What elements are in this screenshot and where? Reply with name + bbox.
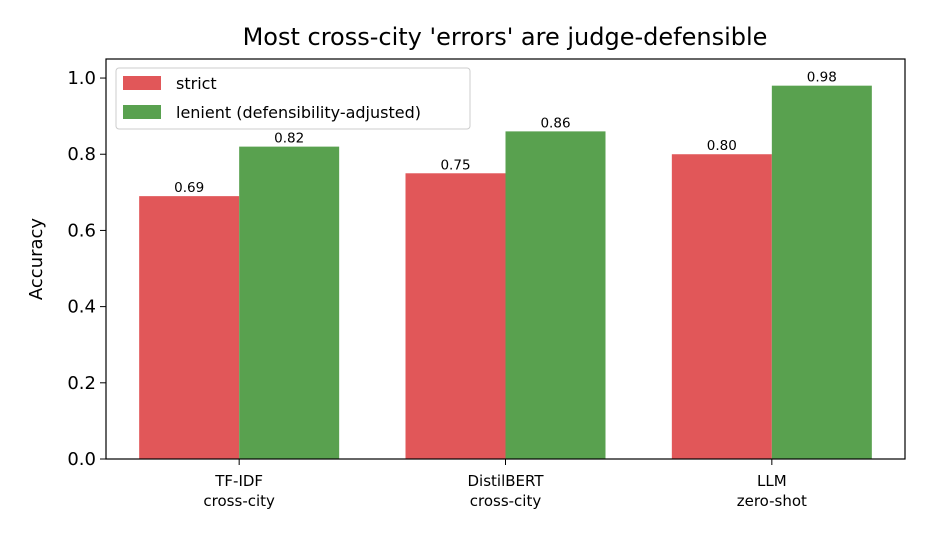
x-tick-label: cross-city (203, 492, 275, 510)
y-tick-label: 0.2 (67, 373, 96, 394)
bar-strict (671, 154, 772, 459)
chart-title: Most cross-city 'errors' are judge-defen… (243, 23, 768, 51)
y-tick-label: 0.8 (67, 144, 96, 165)
y-tick-label: 1.0 (67, 68, 96, 89)
bar-lenient (239, 146, 340, 459)
bar-value-label: 0.86 (540, 115, 570, 131)
bar-value-label: 0.69 (174, 180, 204, 196)
bar-strict (139, 196, 240, 459)
bar-lenient (771, 85, 872, 460)
plot-frame (105, 58, 906, 460)
y-tick-label: 0.0 (67, 449, 96, 470)
legend-box (115, 67, 471, 130)
legend-label: lenient (defensibility-adjusted) (176, 103, 421, 122)
plot-area: 0.0 0.2 0.4 0.6 0.8 1.0 0.69 0.82 TF-IDF cross-ci… (67, 68, 872, 510)
x-tick-label: cross-city (470, 492, 542, 510)
bar-lenient (505, 131, 606, 459)
legend-swatch-lenient (123, 105, 161, 119)
x-tick-label: DistilBERT (467, 472, 544, 490)
legend-swatch-strict (123, 76, 161, 90)
bar-value-label: 0.75 (440, 157, 470, 173)
bar-strict (405, 173, 506, 460)
legend: strict lenient (defensibility-adjusted) (115, 67, 471, 130)
bar-value-label: 0.80 (707, 138, 737, 154)
x-tick-label: zero-shot (737, 492, 807, 510)
bar-value-label: 0.98 (807, 70, 837, 86)
y-tick-label: 0.4 (67, 297, 96, 318)
bar-value-label: 0.82 (274, 131, 304, 147)
legend-label: strict (176, 74, 217, 93)
y-tick-label: 0.6 (67, 220, 96, 241)
y-axis-label: Accuracy (26, 218, 47, 301)
x-tick-label: LLM (757, 472, 787, 490)
x-tick-label: TF-IDF (214, 472, 263, 490)
